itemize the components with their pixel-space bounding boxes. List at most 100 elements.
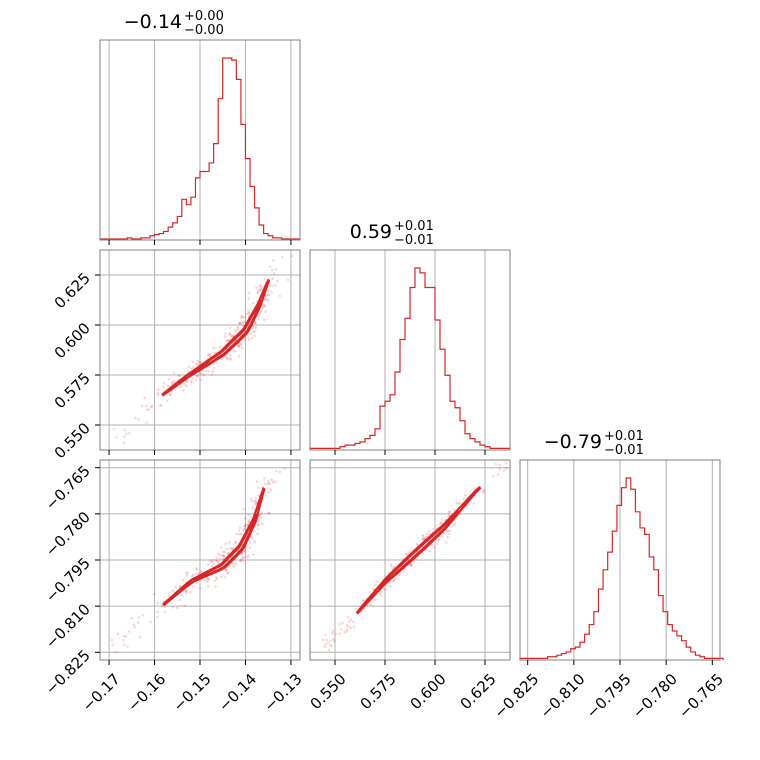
sample-point xyxy=(123,435,126,438)
sample-point xyxy=(262,304,265,307)
sample-point xyxy=(263,476,266,480)
sample-point xyxy=(462,498,465,501)
sample-point xyxy=(249,497,253,501)
sample-point xyxy=(255,286,258,290)
sample-point xyxy=(497,473,500,476)
sample-point xyxy=(167,377,171,381)
contour-level-2 xyxy=(192,513,259,582)
sample-point xyxy=(183,590,186,593)
sample-point xyxy=(111,643,115,647)
sample-point xyxy=(247,513,250,517)
sample-point xyxy=(183,604,187,607)
sample-point xyxy=(268,265,272,269)
sample-point xyxy=(124,432,128,436)
sample-point xyxy=(247,311,251,315)
sample-point xyxy=(270,291,273,294)
sample-point xyxy=(248,546,251,549)
x-tick-label: 0.550 xyxy=(307,670,350,713)
sample-point xyxy=(178,585,182,589)
sample-point xyxy=(212,366,216,370)
sample-point xyxy=(186,571,189,575)
sample-point xyxy=(257,515,261,518)
sample-point xyxy=(247,518,250,521)
sample-point xyxy=(247,554,250,557)
sample-point xyxy=(195,572,198,575)
sample-point xyxy=(445,531,449,534)
sample-point xyxy=(408,550,411,554)
sample-point xyxy=(393,577,397,580)
sample-point xyxy=(253,334,256,338)
sample-point xyxy=(385,588,388,591)
sample-point xyxy=(448,510,452,513)
sample-point xyxy=(192,573,195,577)
sample-point xyxy=(157,388,160,391)
sample-point xyxy=(264,310,268,314)
sample-point xyxy=(171,382,174,385)
sample-point xyxy=(220,546,223,549)
sample-point xyxy=(156,601,159,605)
sample-point xyxy=(222,550,225,553)
sample-point xyxy=(126,645,129,648)
sample-point xyxy=(184,589,188,593)
sample-point xyxy=(390,565,394,568)
sample-point xyxy=(254,321,257,325)
sample-point xyxy=(230,335,234,339)
sample-point xyxy=(149,620,152,624)
sample-point xyxy=(207,563,210,566)
sample-point xyxy=(212,562,216,565)
sample-point xyxy=(218,345,222,349)
sample-point xyxy=(177,374,180,378)
sample-point xyxy=(232,349,235,353)
sample-point xyxy=(122,639,125,642)
sample-point xyxy=(230,547,234,550)
x-tick-label: 0.600 xyxy=(407,670,450,713)
title-value: 0.59 xyxy=(350,221,392,243)
sample-point xyxy=(369,603,373,607)
sample-point xyxy=(436,542,439,546)
sample-point xyxy=(187,365,190,369)
sample-point xyxy=(210,564,214,568)
sample-point xyxy=(134,416,137,420)
sample-point xyxy=(270,478,273,481)
sample-point xyxy=(190,574,194,578)
sample-point xyxy=(428,549,431,552)
sample-point xyxy=(260,306,264,310)
sample-point xyxy=(262,303,265,306)
sample-point xyxy=(463,493,467,497)
sample-point xyxy=(245,556,249,559)
sample-point xyxy=(199,378,203,382)
sample-point xyxy=(229,358,233,361)
sample-point xyxy=(190,379,193,382)
sample-point xyxy=(238,321,241,325)
sample-point xyxy=(324,633,328,637)
contour-level-2 xyxy=(188,299,263,377)
sample-point xyxy=(267,298,270,302)
sample-point xyxy=(231,562,235,565)
sample-point xyxy=(248,540,252,544)
sample-point xyxy=(160,604,164,607)
sample-point xyxy=(240,552,244,555)
sample-point xyxy=(132,623,136,626)
sample-point xyxy=(185,571,188,574)
sample-point xyxy=(422,537,425,541)
sample-point xyxy=(152,592,156,596)
sample-point xyxy=(182,388,185,392)
sample-point xyxy=(223,550,226,554)
sample-point xyxy=(225,357,229,361)
sample-point xyxy=(197,572,201,575)
sample-point xyxy=(114,650,117,654)
sample-point xyxy=(228,327,232,330)
sample-point xyxy=(178,598,181,602)
sample-point xyxy=(178,374,181,378)
sample-point xyxy=(187,370,190,373)
sample-point xyxy=(321,638,325,642)
sample-point xyxy=(172,371,176,375)
sample-point xyxy=(327,648,331,652)
sample-point xyxy=(235,532,238,536)
sample-point xyxy=(156,393,160,397)
sample-point xyxy=(257,317,261,321)
sample-point xyxy=(159,404,162,408)
y-tick-label: −0.810 xyxy=(42,600,94,652)
sample-point xyxy=(262,305,266,309)
sample-point xyxy=(371,600,375,603)
